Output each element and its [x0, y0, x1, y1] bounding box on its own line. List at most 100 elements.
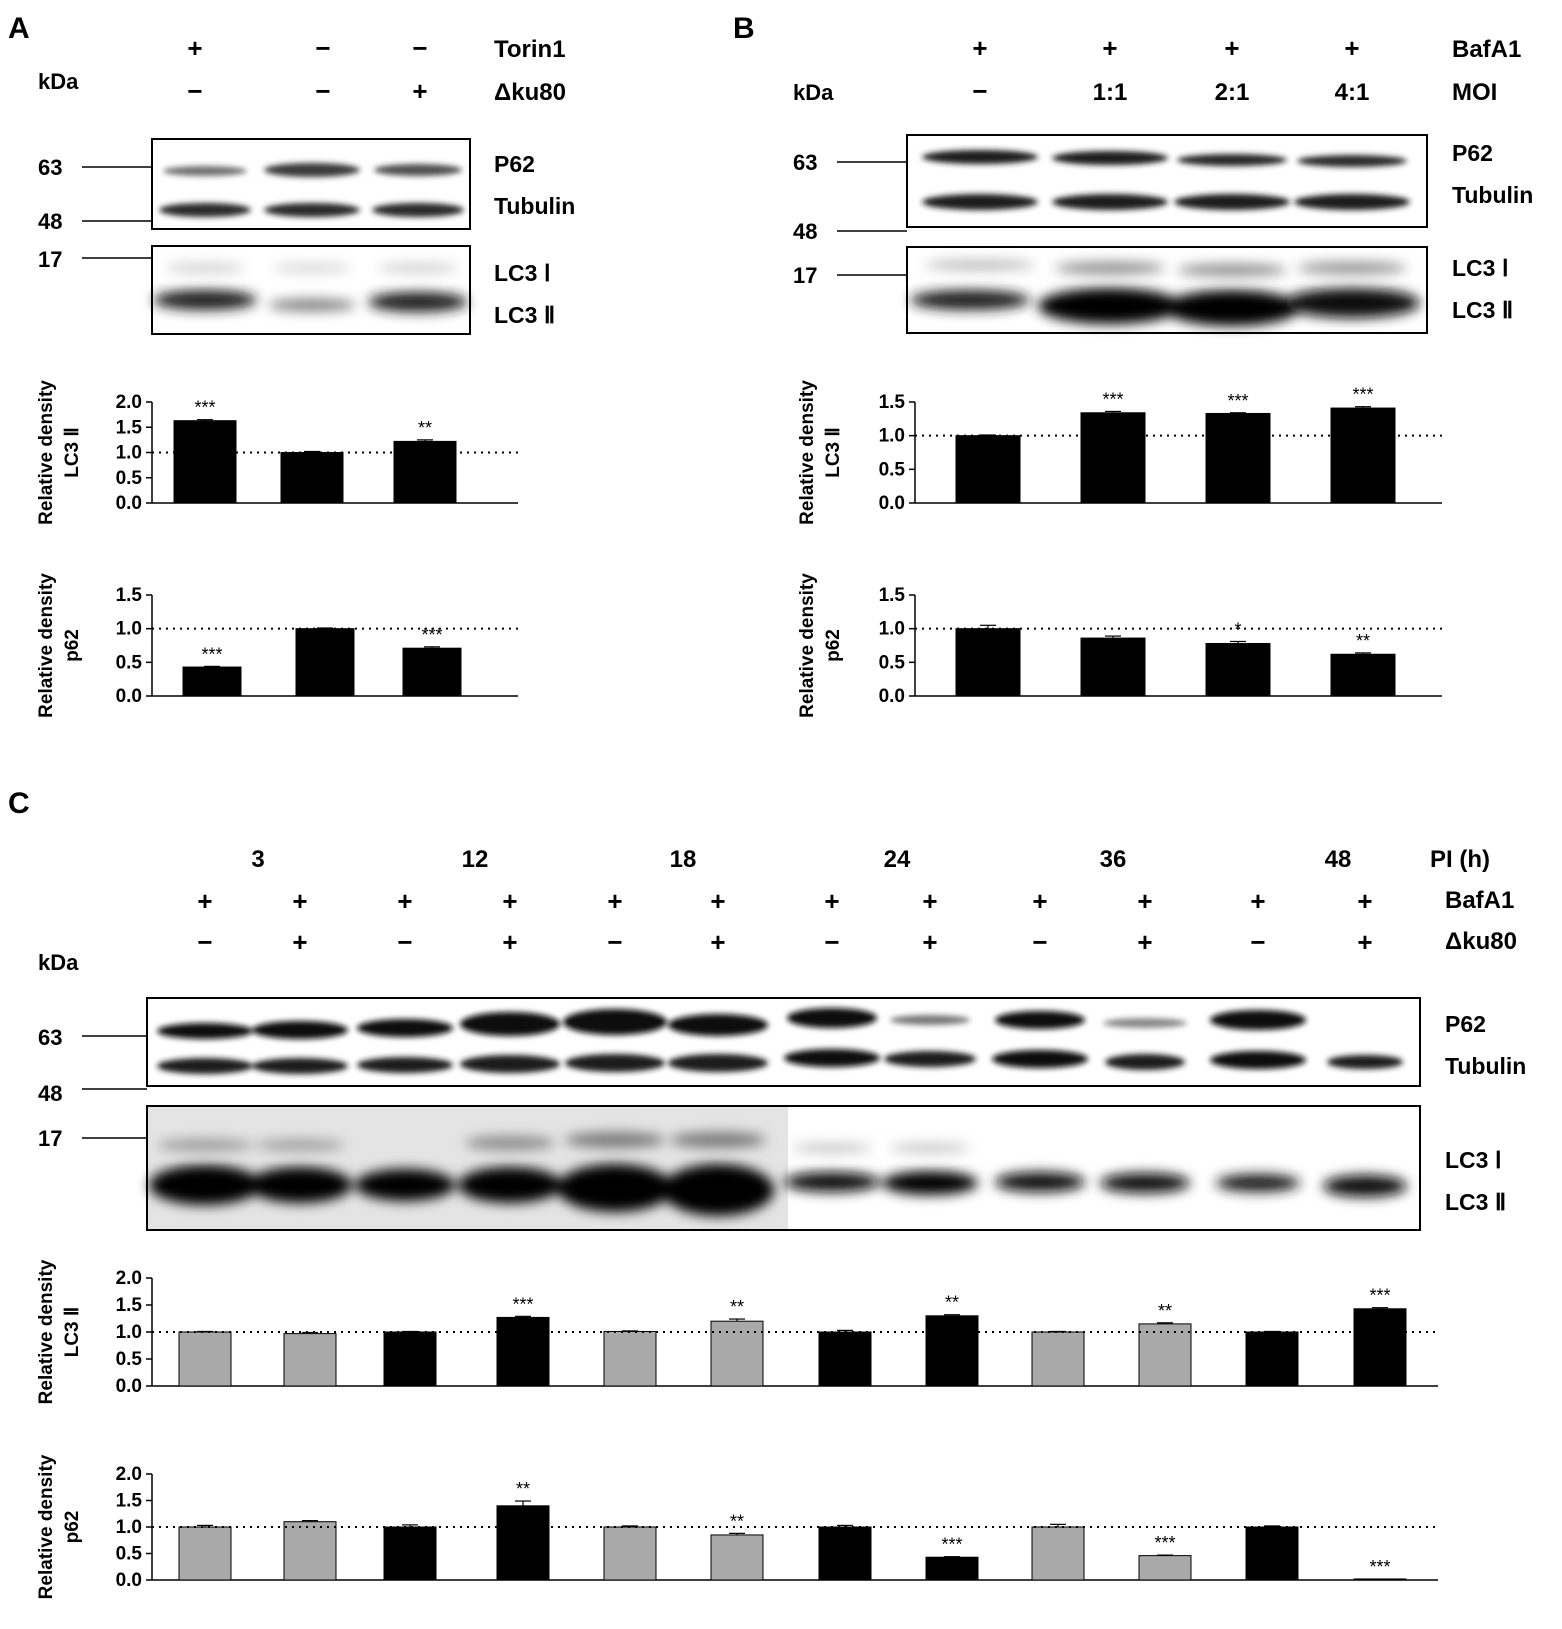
panel-b-label-p62: P62 — [1452, 140, 1493, 166]
significance-label: ** — [418, 418, 432, 438]
panel-a-ku80-sign: − — [315, 76, 330, 106]
bar — [1245, 1526, 1299, 1581]
bar — [955, 435, 1021, 504]
y-tick-label: 1.0 — [879, 619, 905, 640]
y-tick-label: 1.0 — [879, 426, 905, 447]
panel-c-pi-label: PI (h) — [1430, 846, 1490, 873]
significance-label: ** — [1356, 631, 1370, 651]
bar — [1330, 653, 1396, 697]
panel-c-label-lc3-i: LC3 Ⅰ — [1445, 1147, 1502, 1173]
panel-a-mw-63: 63 — [38, 155, 62, 180]
y-tick-label: 2.0 — [116, 1268, 142, 1289]
panel-a-blot-p62-tubulin — [151, 138, 471, 230]
bar — [1080, 637, 1146, 697]
y-tick-label: 0.5 — [116, 1349, 143, 1370]
panel-b-mw-63: 63 — [793, 150, 817, 175]
y-axis-label: LC3 Ⅱ — [62, 427, 83, 478]
bar — [1138, 1323, 1192, 1387]
panel-c-bafa1-sign: + — [607, 886, 622, 916]
chart-a-lc3: 0.00.51.01.52.0 *****Relative density LC3 … — [36, 380, 518, 525]
panel-c-bafa1-label: BafA1 — [1445, 887, 1514, 914]
panel-c-ku80-sign: + — [502, 927, 517, 957]
panel-c-label-lc3-ii: LC3 Ⅱ — [1445, 1189, 1506, 1215]
y-tick-label: 0.5 — [116, 468, 143, 489]
panel-b-label-tubulin: Tubulin — [1452, 182, 1533, 208]
bar — [710, 1320, 764, 1387]
panel-c-bafa1-sign: + — [1250, 886, 1265, 916]
panel-b-mw-48: 48 — [793, 219, 817, 244]
panel-a-label-p62: P62 — [494, 151, 535, 177]
significance-label: ** — [516, 1479, 530, 1499]
panel-a-torin1-label: Torin1 — [494, 36, 566, 63]
bar — [280, 452, 344, 504]
panel-b: B + + + + BafA1 − 1:1 2:1 4:1 MOI kDa 63… — [733, 12, 1533, 718]
panel-c-ku80-row: − + − + − + − + − + − + Δku80 — [197, 927, 1517, 957]
y-tick-label: 0.0 — [116, 1376, 142, 1397]
bar — [1031, 1526, 1085, 1581]
panel-c-ku80-sign: + — [1357, 927, 1372, 957]
panel-b-letter: B — [733, 12, 755, 45]
bar — [603, 1330, 657, 1387]
panel-b-moi-value: 2:1 — [1215, 79, 1250, 106]
y-tick-label: 0.0 — [879, 686, 905, 707]
bar — [283, 1521, 337, 1581]
panel-a-torin1-sign: − — [412, 33, 427, 63]
significance-label: ** — [1158, 1301, 1172, 1321]
bar — [1353, 1578, 1407, 1581]
bar — [1205, 642, 1271, 697]
y-axis-label: Relative density — [36, 1454, 57, 1599]
bar — [178, 1526, 232, 1581]
bar — [1330, 407, 1396, 504]
y-tick-label: 0.0 — [116, 1570, 142, 1591]
significance-label: *** — [512, 1294, 533, 1314]
panel-c-pi-value: 36 — [1100, 846, 1127, 873]
panel-c-ku80-sign: − — [197, 927, 212, 957]
bar — [955, 628, 1021, 697]
panel-c-ku80-sign: − — [824, 927, 839, 957]
chart-a-p62: 0.0 0.5 1.0 1.5 *** *** Relative density p62 — [36, 573, 518, 718]
bar — [496, 1316, 550, 1387]
significance-label: *** — [201, 644, 222, 664]
chart-b-lc3: 0.0 0.5 1.0 1.5 *** *** *** Relative density LC3… — [797, 380, 1442, 525]
panel-a-label-tubulin: Tubulin — [494, 193, 575, 219]
significance-label: *** — [1369, 1286, 1390, 1306]
significance-label: *** — [1369, 1557, 1390, 1577]
panel-c-mw-63: 63 — [38, 1025, 62, 1050]
bar — [1353, 1308, 1407, 1387]
y-axis-label: p62 — [62, 1511, 83, 1544]
panel-c-label-tubulin: Tubulin — [1445, 1053, 1526, 1079]
significance-label: *** — [941, 1535, 962, 1555]
panel-b-mw-17: 17 — [793, 263, 817, 288]
significance-label: *** — [1352, 385, 1373, 405]
panel-c-kda-label: kDa — [38, 950, 79, 975]
panel-c-pi-value: 18 — [670, 846, 697, 873]
y-axis-label: Relative density — [36, 1259, 57, 1404]
y-axis-label: LC3 Ⅱ — [62, 1307, 83, 1358]
panel-b-bafa1-label: BafA1 — [1452, 36, 1521, 63]
panel-c-bafa1-sign: + — [197, 886, 212, 916]
y-tick-label: 1.5 — [879, 585, 906, 606]
bar — [818, 1526, 872, 1581]
panel-c-bafa1-sign: + — [292, 886, 307, 916]
panel-a-torin1-sign: + — [187, 33, 202, 63]
y-tick-label: 1.0 — [116, 1322, 142, 1343]
panel-c-ku80-sign: + — [292, 927, 307, 957]
bar — [173, 420, 237, 504]
panel-c-blot-p62-tubulin — [146, 997, 1421, 1087]
y-axis-label: Relative density — [36, 573, 57, 718]
bar — [603, 1526, 657, 1581]
panel-a-letter: A — [8, 12, 30, 45]
panel-c-ku80-sign: − — [607, 927, 622, 957]
panel-c-pi-value: 24 — [884, 846, 911, 873]
significance-label: ** — [730, 1511, 744, 1531]
bar — [393, 440, 457, 504]
panel-b-bafa1-sign: + — [1224, 33, 1239, 63]
y-axis-label: p62 — [823, 629, 844, 662]
panel-b-kda-label: kDa — [793, 80, 834, 105]
panel-c-ku80-sign: + — [710, 927, 725, 957]
significance-label: ** — [945, 1293, 959, 1313]
y-tick-label: 1.5 — [116, 1295, 143, 1316]
panel-c-bafa1-sign: + — [1357, 886, 1372, 916]
y-tick-label: 1.5 — [116, 1491, 143, 1512]
